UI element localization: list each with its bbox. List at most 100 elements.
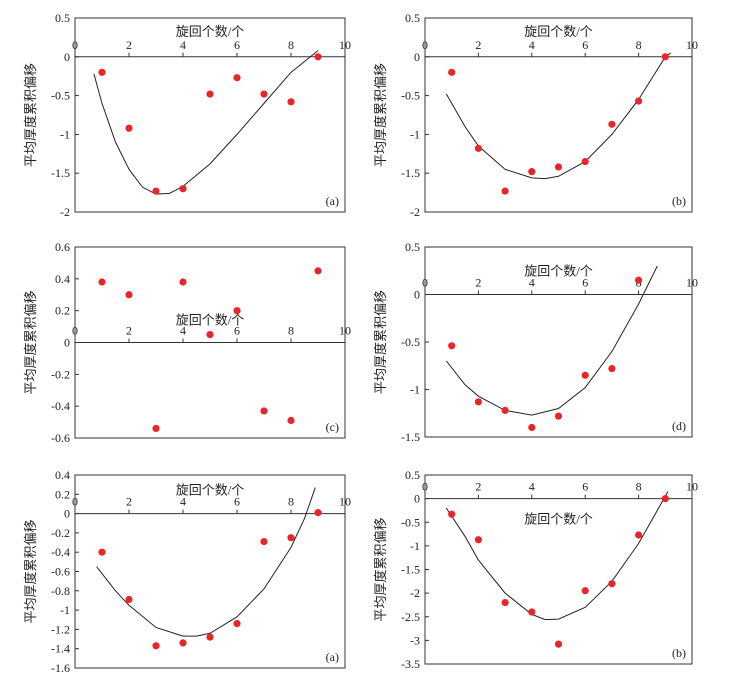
y-tick-label: 0.4 (55, 272, 70, 286)
y-tick-label: 0.5 (405, 11, 420, 25)
x-tick-label: 2 (126, 495, 132, 509)
y-tick-label: -0.5 (401, 335, 420, 349)
y-axis-label: 平均厚度累积偏移 (373, 63, 388, 167)
x-tick-label: 0 (72, 38, 78, 52)
x-tick-label: 4 (180, 495, 186, 509)
data-point (314, 509, 322, 517)
data-point (233, 620, 241, 628)
x-tick-label: 8 (288, 324, 294, 338)
x-tick-label: 4 (529, 276, 535, 290)
data-point (554, 163, 563, 171)
y-tick-label: -1 (60, 127, 70, 141)
data-point (448, 510, 456, 518)
panel-label: (d) (672, 419, 686, 433)
x-tick-label: 6 (234, 495, 240, 509)
data-point (98, 548, 106, 556)
y-tick-label: 0 (64, 336, 70, 350)
x-tick-label: 10 (339, 495, 351, 509)
data-point (554, 640, 563, 648)
data-point (98, 278, 106, 286)
x-tick-label: 2 (475, 276, 481, 290)
data-point (661, 495, 669, 503)
x-axis-label: 旋回个数/个 (176, 313, 245, 328)
data-point (501, 406, 509, 414)
data-point (206, 633, 214, 641)
x-tick-label: 10 (686, 480, 698, 494)
x-tick-label: 10 (339, 38, 351, 52)
data-point (635, 276, 643, 284)
y-tick-label: 0.5 (405, 240, 420, 254)
data-point (608, 365, 616, 373)
y-axis-label: 平均厚度累积偏移 (373, 290, 388, 394)
y-tick-label: 0.6 (55, 240, 70, 254)
data-point (98, 68, 106, 76)
y-tick-label: 0.2 (55, 487, 70, 501)
x-tick-label: 4 (529, 480, 535, 494)
fit-curve (445, 52, 671, 180)
x-tick-label: 6 (582, 276, 588, 290)
data-point (287, 534, 295, 542)
panel-label: (a) (326, 650, 339, 664)
y-tick-label: -3.5 (401, 657, 420, 671)
x-tick-label: 6 (234, 324, 240, 338)
y-tick-label: -0.4 (51, 545, 70, 559)
data-point (501, 187, 509, 195)
x-axis-label: 旋回个数/个 (524, 512, 593, 527)
plot-frame (74, 17, 346, 213)
data-point (528, 608, 536, 616)
data-point (206, 330, 214, 339)
y-tick-label: -1.4 (51, 642, 70, 656)
x-axis-label: 旋回个数/个 (176, 483, 245, 498)
panel: 0 2 4 6 8 100.50-0.5-1-1.5-2-2.5-3-3.5旋回个数/个平… (373, 468, 698, 671)
x-tick-label: 8 (636, 38, 642, 52)
data-point (501, 598, 509, 607)
x-tick-label: 0 (422, 480, 428, 494)
fit-curve (93, 50, 319, 195)
data-point (474, 144, 482, 152)
y-tick-label: -0.8 (51, 584, 70, 598)
y-axis-label: 平均厚度累积偏移 (23, 63, 38, 167)
y-tick-label: -1 (410, 539, 420, 553)
y-tick-label: -1.5 (401, 166, 420, 180)
x-tick-label: 8 (636, 480, 642, 494)
y-tick-label: 0 (414, 288, 420, 302)
data-point (152, 642, 160, 650)
x-tick-label: 10 (686, 276, 698, 290)
data-point (661, 53, 669, 61)
data-point (125, 595, 133, 604)
y-tick-label: -1.5 (401, 430, 420, 444)
panel-label: (c) (326, 420, 339, 434)
x-tick-label: 2 (126, 324, 132, 338)
y-tick-label: -2 (410, 586, 420, 600)
y-tick-label: 0.2 (55, 304, 70, 318)
panel-label: (a) (326, 194, 339, 208)
data-point (635, 531, 643, 539)
plot-frame (424, 17, 693, 213)
y-tick-label: -0.6 (51, 431, 70, 445)
data-point (233, 74, 241, 82)
y-tick-label: -2 (410, 205, 420, 219)
x-tick-label: 6 (582, 38, 588, 52)
x-tick-label: 0 (72, 324, 78, 338)
data-point (206, 90, 214, 98)
data-point (179, 278, 187, 286)
x-tick-label: 10 (339, 324, 351, 338)
y-tick-label: -2 (60, 205, 70, 219)
data-point (554, 412, 563, 420)
y-axis-label: 平均厚度累积偏移 (23, 519, 38, 623)
y-tick-label: -1 (410, 127, 420, 141)
data-point (635, 97, 643, 105)
y-tick-label: -0.5 (401, 89, 420, 103)
x-tick-label: 2 (126, 38, 132, 52)
y-tick-label: -1.6 (51, 661, 70, 675)
x-tick-label: 8 (288, 38, 294, 52)
y-tick-label: -1 (60, 603, 70, 617)
data-point (528, 423, 536, 432)
data-point (474, 536, 482, 544)
y-tick-label: -1.5 (51, 166, 70, 180)
y-tick-label: -1 (410, 383, 420, 397)
data-point (260, 407, 268, 415)
y-tick-label: 0 (64, 507, 70, 521)
y-tick-label: 0 (414, 50, 420, 64)
